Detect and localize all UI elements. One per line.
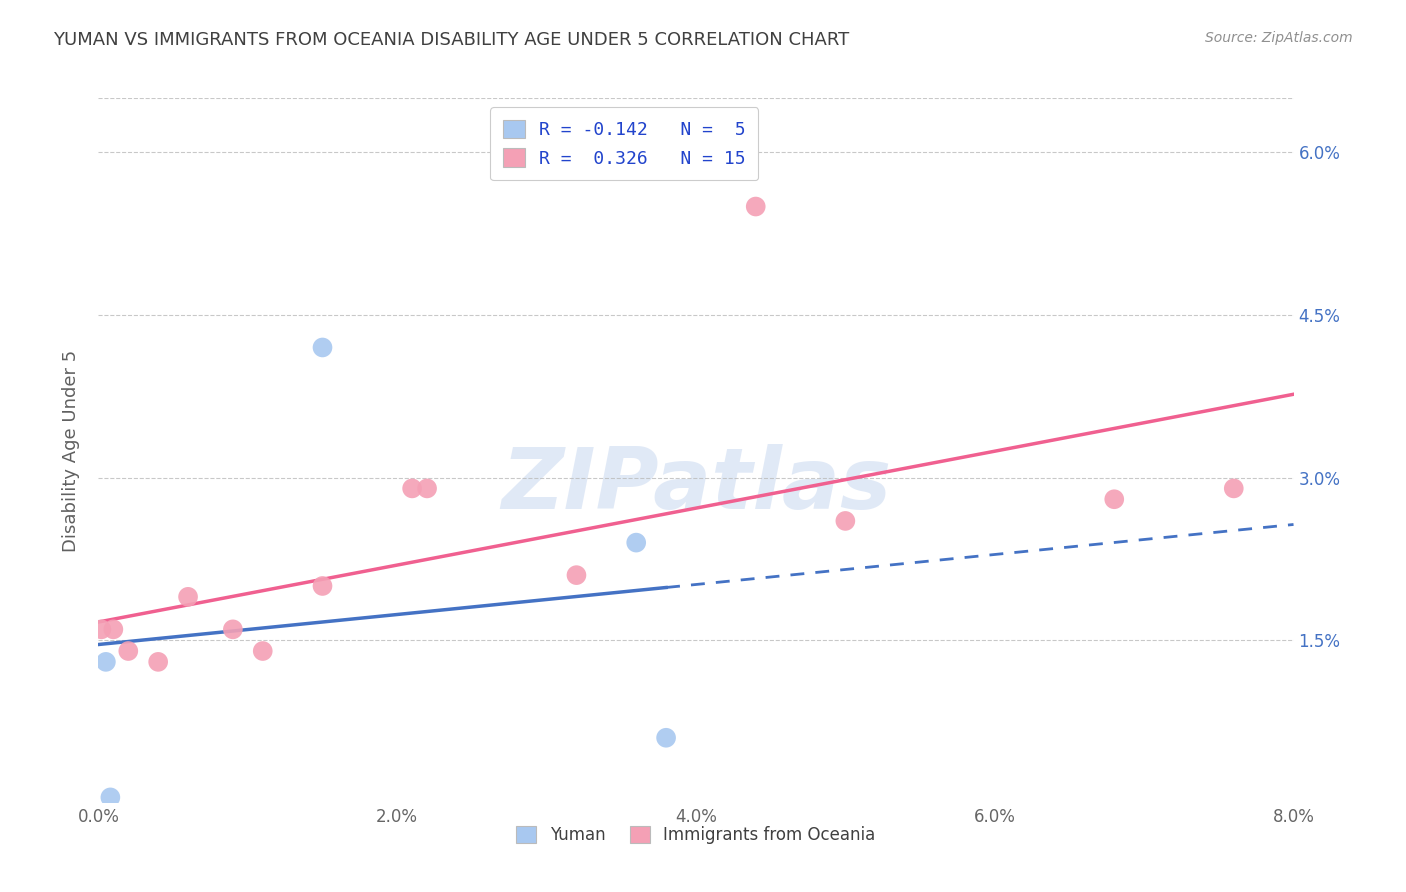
Point — [148, 655, 170, 669]
Y-axis label: Disability Age Under 5: Disability Age Under 5 — [62, 350, 80, 551]
Point — [1223, 482, 1246, 496]
Point — [103, 623, 125, 637]
Point — [117, 644, 139, 658]
Text: Source: ZipAtlas.com: Source: ZipAtlas.com — [1205, 31, 1353, 45]
Text: ZIPatlas: ZIPatlas — [501, 444, 891, 527]
Text: YUMAN VS IMMIGRANTS FROM OCEANIA DISABILITY AGE UNDER 5 CORRELATION CHART: YUMAN VS IMMIGRANTS FROM OCEANIA DISABIL… — [53, 31, 849, 49]
Point — [745, 200, 768, 214]
Point — [311, 579, 333, 593]
Point — [311, 341, 333, 355]
Point — [1104, 492, 1126, 507]
Point — [94, 655, 117, 669]
Point — [416, 482, 439, 496]
Point — [177, 590, 200, 604]
Point — [252, 644, 274, 658]
Point — [98, 790, 122, 805]
Point — [655, 731, 678, 745]
Point — [626, 535, 648, 549]
Point — [834, 514, 856, 528]
Legend: Yuman, Immigrants from Oceania: Yuman, Immigrants from Oceania — [509, 820, 883, 851]
Point — [222, 623, 245, 637]
Point — [565, 568, 588, 582]
Point — [90, 623, 112, 637]
Point — [401, 482, 423, 496]
